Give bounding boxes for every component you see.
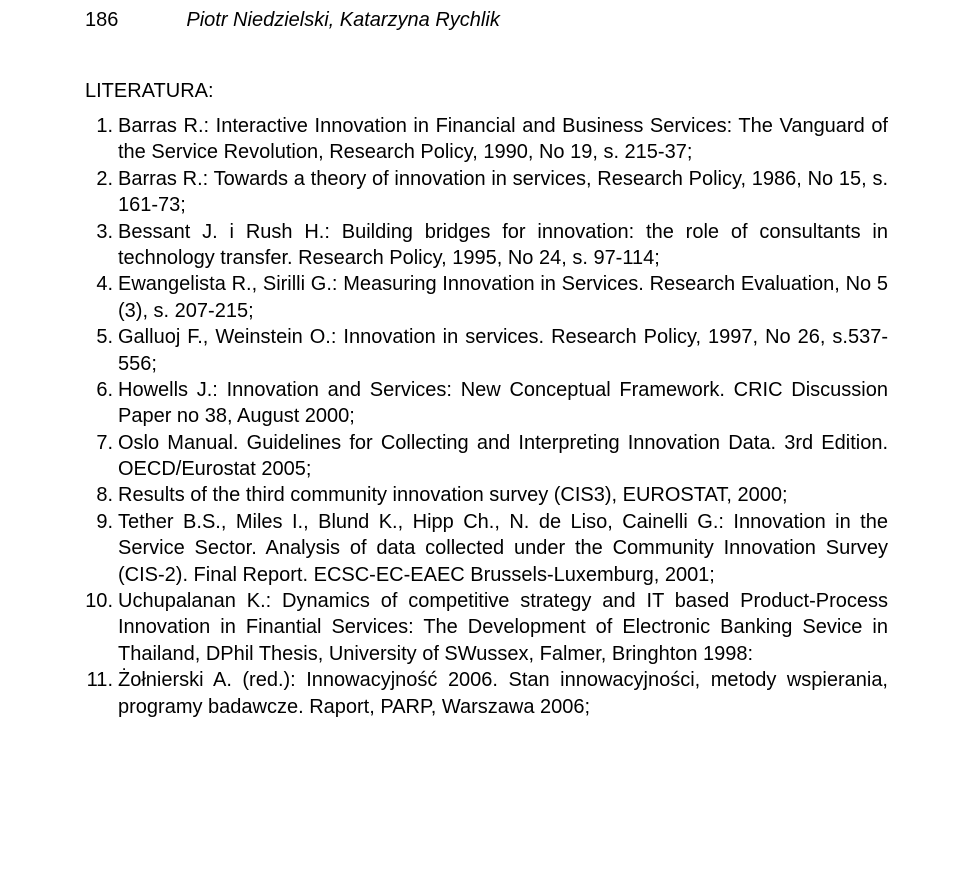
reference-item: Galluoj F., Weinstein O.: Innovation in … — [85, 324, 888, 377]
page-header: 186 Piotr Niedzielski, Katarzyna Rychlik — [85, 9, 888, 32]
reference-item: Oslo Manual. Guidelines for Collecting a… — [85, 430, 888, 483]
page-number: 186 — [85, 9, 118, 32]
reference-item: Ewangelista R., Sirilli G.: Measuring In… — [85, 271, 888, 324]
reference-item: Howells J.: Innovation and Services: New… — [85, 377, 888, 430]
reference-item: Results of the third community innovatio… — [85, 482, 888, 508]
header-authors: Piotr Niedzielski, Katarzyna Rychlik — [186, 9, 499, 32]
reference-item: Barras R.: Towards a theory of innovatio… — [85, 166, 888, 219]
reference-item: Barras R.: Interactive Innovation in Fin… — [85, 113, 888, 166]
references-list: Barras R.: Interactive Innovation in Fin… — [85, 113, 888, 720]
section-title: LITERATURA: — [85, 80, 888, 103]
reference-item: Uchupalanan K.: Dynamics of competitive … — [85, 588, 888, 667]
reference-item: Żołnierski A. (red.): Innowacyjność 2006… — [85, 667, 888, 720]
reference-item: Tether B.S., Miles I., Blund K., Hipp Ch… — [85, 509, 888, 588]
document-page: 186 Piotr Niedzielski, Katarzyna Rychlik… — [0, 0, 960, 895]
reference-item: Bessant J. i Rush H.: Building bridges f… — [85, 219, 888, 272]
